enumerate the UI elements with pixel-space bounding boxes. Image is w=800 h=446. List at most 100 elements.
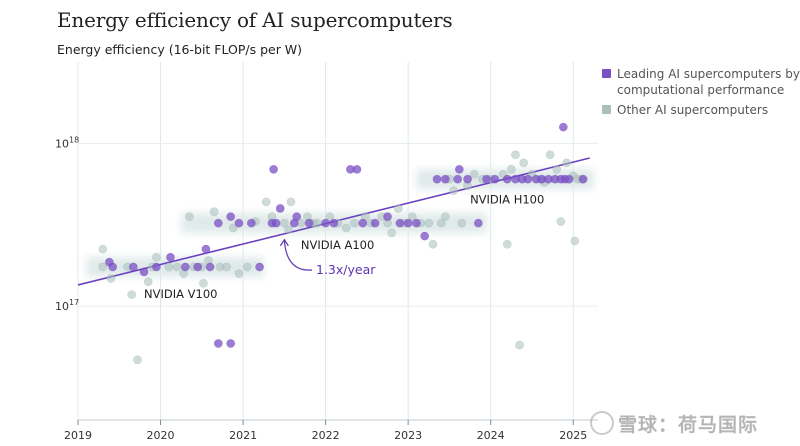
other-point-32 bbox=[312, 218, 322, 228]
leading-point-20 bbox=[275, 204, 285, 213]
leading-point-42 bbox=[490, 174, 500, 184]
other-point-58 bbox=[502, 239, 512, 249]
trend-label: 1.3x/year bbox=[316, 262, 376, 277]
other-point-10 bbox=[172, 262, 182, 272]
other-point-24 bbox=[261, 197, 271, 207]
chart-title: Energy efficiency of AI supercomputers bbox=[57, 8, 453, 32]
legend-item-other: Other AI supercomputers bbox=[601, 102, 800, 118]
leading-point-3 bbox=[139, 267, 149, 277]
leading-point-24 bbox=[321, 218, 331, 228]
leading-point-6 bbox=[180, 262, 190, 272]
leading-point-39 bbox=[463, 174, 472, 184]
leading-point-2 bbox=[128, 262, 138, 272]
leading-point-4 bbox=[152, 262, 161, 272]
other-point-49 bbox=[440, 212, 450, 221]
watermark-logo-icon bbox=[590, 411, 614, 435]
legend-swatch-leading bbox=[602, 69, 611, 78]
leading-point-54 bbox=[564, 174, 574, 184]
other-point-9 bbox=[164, 262, 174, 272]
other-point-44 bbox=[407, 212, 417, 221]
y-axis-label: Energy efficiency (16-bit FLOP/s per W) bbox=[57, 42, 303, 57]
other-point-0 bbox=[98, 244, 108, 254]
other-point-41 bbox=[387, 228, 397, 238]
leading-point-31 bbox=[395, 218, 405, 228]
leading-point-33 bbox=[412, 218, 421, 228]
other-point-61 bbox=[515, 340, 524, 350]
other-point-28 bbox=[286, 197, 296, 207]
leading-point-34 bbox=[420, 231, 430, 241]
x-tick-label-2019: 2019 bbox=[64, 429, 92, 442]
leading-point-35 bbox=[432, 174, 442, 184]
other-point-60 bbox=[511, 150, 520, 160]
other-point-48 bbox=[436, 218, 446, 228]
watermark-text: 雪球：荷马国际 bbox=[618, 414, 759, 436]
other-point-33 bbox=[325, 212, 335, 221]
y-tick-label-18: 1018 bbox=[55, 135, 79, 150]
other-point-4 bbox=[127, 290, 137, 300]
leading-point-55 bbox=[578, 174, 588, 184]
other-point-1 bbox=[98, 262, 108, 272]
other-point-27 bbox=[284, 225, 293, 235]
other-point-68 bbox=[556, 217, 566, 226]
other-point-15 bbox=[199, 278, 208, 288]
leading-point-37 bbox=[453, 174, 463, 184]
other-point-5 bbox=[133, 355, 142, 365]
leading-point-15 bbox=[246, 218, 256, 228]
other-point-35 bbox=[341, 223, 351, 233]
other-point-20 bbox=[228, 223, 238, 233]
leading-point-17 bbox=[269, 164, 279, 174]
x-tick-label-2024: 2024 bbox=[477, 429, 505, 442]
other-point-51 bbox=[449, 186, 458, 195]
other-point-59 bbox=[506, 164, 516, 174]
annotation-label-0: NVIDIA V100 bbox=[144, 287, 217, 301]
leading-point-29 bbox=[370, 218, 380, 228]
leading-point-43 bbox=[502, 174, 512, 184]
watermark: 雪球：荷马国际 bbox=[590, 410, 758, 437]
other-point-62 bbox=[519, 158, 529, 168]
trend-arrow bbox=[283, 239, 313, 271]
x-tick-label-2020: 2020 bbox=[147, 429, 175, 442]
other-point-36 bbox=[350, 218, 359, 228]
annotation-label-1: NVIDIA A100 bbox=[301, 238, 374, 252]
leading-point-52 bbox=[558, 122, 568, 132]
other-point-19 bbox=[222, 262, 231, 272]
leading-point-7 bbox=[193, 262, 203, 272]
other-point-73 bbox=[570, 236, 580, 246]
leading-point-1 bbox=[108, 262, 118, 272]
leading-point-28 bbox=[358, 218, 368, 228]
legend-label-leading: Leading AI supercomputers by computation… bbox=[617, 67, 800, 97]
other-point-2 bbox=[106, 274, 116, 283]
leading-point-13 bbox=[226, 212, 236, 221]
leading-point-22 bbox=[292, 212, 302, 221]
other-point-46 bbox=[424, 218, 434, 228]
leading-point-25 bbox=[329, 218, 339, 228]
x-tick-label-2023: 2023 bbox=[394, 429, 422, 442]
x-tick-label-2021: 2021 bbox=[229, 429, 257, 442]
y-tick-label-17: 1017 bbox=[55, 298, 79, 313]
leading-point-8 bbox=[201, 244, 211, 254]
other-point-47 bbox=[428, 239, 438, 249]
x-tick-label-2022: 2022 bbox=[312, 429, 340, 442]
leading-point-23 bbox=[304, 218, 314, 228]
leading-point-19 bbox=[271, 218, 281, 228]
other-point-67 bbox=[552, 164, 562, 174]
leading-point-10 bbox=[213, 339, 223, 348]
leading-point-32 bbox=[403, 218, 413, 228]
other-point-21 bbox=[234, 269, 244, 278]
leading-point-46 bbox=[523, 174, 533, 184]
legend: Leading AI supercomputers by computation… bbox=[601, 66, 800, 122]
legend-item-leading: Leading AI supercomputers by computation… bbox=[601, 66, 800, 98]
other-point-6 bbox=[143, 277, 153, 287]
leading-point-11 bbox=[226, 339, 236, 348]
x-tick-label-2025: 2025 bbox=[559, 429, 587, 442]
other-point-26 bbox=[279, 218, 289, 228]
leading-point-30 bbox=[383, 212, 392, 221]
leading-point-36 bbox=[440, 174, 450, 184]
leading-point-16 bbox=[255, 262, 264, 272]
other-point-22 bbox=[242, 262, 252, 272]
leading-point-27 bbox=[352, 164, 362, 174]
other-point-52 bbox=[457, 218, 467, 228]
legend-swatch-other bbox=[602, 105, 611, 114]
other-point-66 bbox=[545, 150, 555, 160]
